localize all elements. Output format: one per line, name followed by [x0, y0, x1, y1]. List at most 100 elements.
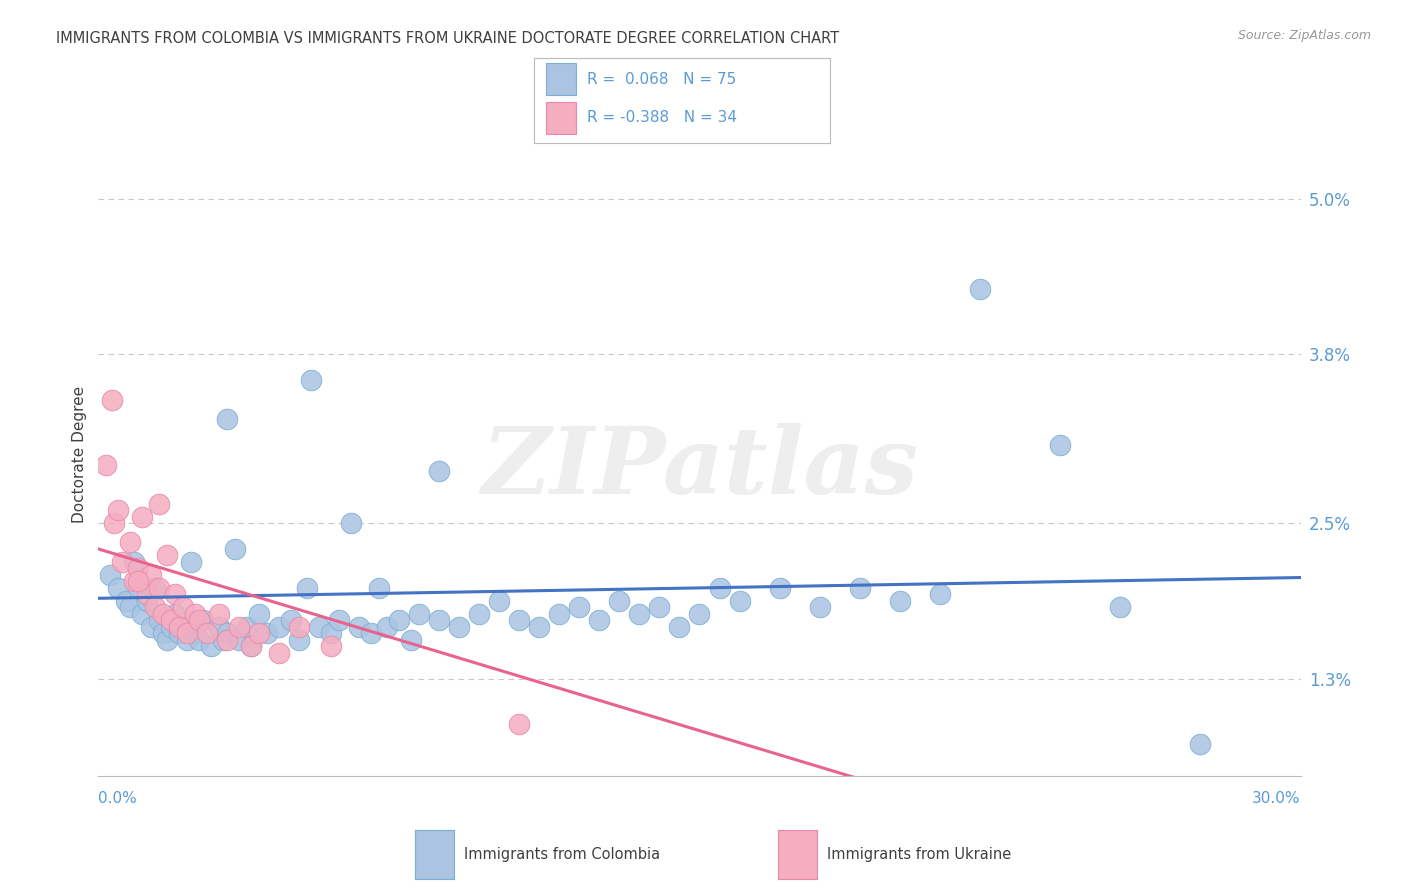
- Point: [808, 600, 831, 615]
- Point: [247, 607, 270, 621]
- Point: [709, 581, 731, 595]
- Point: [159, 613, 181, 627]
- Point: [287, 632, 309, 647]
- Point: [135, 594, 157, 608]
- Point: [115, 594, 138, 608]
- Point: [768, 581, 790, 595]
- Point: [124, 574, 146, 589]
- Point: [152, 607, 174, 621]
- Point: [969, 283, 991, 297]
- Point: [128, 561, 150, 575]
- Point: [163, 587, 186, 601]
- Point: [148, 581, 170, 595]
- Point: [228, 620, 250, 634]
- Point: [588, 613, 610, 627]
- Text: Source: ZipAtlas.com: Source: ZipAtlas.com: [1237, 29, 1371, 42]
- Point: [172, 600, 194, 615]
- Point: [889, 594, 911, 608]
- Point: [239, 640, 262, 654]
- Text: 0.0%: 0.0%: [98, 791, 138, 805]
- Point: [200, 640, 222, 654]
- Point: [648, 600, 671, 615]
- Point: [143, 581, 166, 595]
- Point: [176, 632, 198, 647]
- Point: [107, 503, 129, 517]
- Point: [155, 632, 177, 647]
- Point: [347, 620, 370, 634]
- Point: [135, 587, 157, 601]
- Point: [239, 640, 262, 654]
- Point: [120, 535, 142, 549]
- Point: [319, 626, 342, 640]
- Point: [172, 620, 194, 634]
- Point: [368, 581, 391, 595]
- Text: IMMIGRANTS FROM COLOMBIA VS IMMIGRANTS FROM UKRAINE DOCTORATE DEGREE CORRELATION: IMMIGRANTS FROM COLOMBIA VS IMMIGRANTS F…: [56, 31, 839, 46]
- Point: [256, 626, 278, 640]
- Point: [131, 607, 153, 621]
- Point: [183, 607, 205, 621]
- Point: [167, 620, 190, 634]
- FancyBboxPatch shape: [546, 102, 575, 134]
- Text: R = -0.388   N = 34: R = -0.388 N = 34: [588, 110, 737, 125]
- Point: [849, 581, 872, 595]
- Point: [176, 626, 198, 640]
- Point: [107, 581, 129, 595]
- Point: [148, 497, 170, 511]
- Point: [139, 620, 162, 634]
- Text: Immigrants from Ukraine: Immigrants from Ukraine: [827, 847, 1011, 862]
- Point: [235, 620, 257, 634]
- Point: [295, 581, 318, 595]
- Point: [508, 717, 530, 731]
- Point: [103, 516, 125, 530]
- Point: [929, 587, 952, 601]
- Y-axis label: Doctorate Degree: Doctorate Degree: [72, 386, 87, 524]
- Point: [299, 373, 322, 387]
- Point: [468, 607, 491, 621]
- Point: [111, 555, 134, 569]
- Point: [131, 509, 153, 524]
- Point: [208, 607, 231, 621]
- Point: [215, 632, 238, 647]
- Point: [447, 620, 470, 634]
- Point: [688, 607, 710, 621]
- Point: [427, 613, 450, 627]
- Point: [319, 640, 342, 654]
- FancyBboxPatch shape: [546, 63, 575, 95]
- Point: [187, 632, 209, 647]
- Point: [148, 613, 170, 627]
- Point: [388, 613, 411, 627]
- Point: [215, 412, 238, 426]
- Point: [529, 620, 551, 634]
- Point: [191, 613, 214, 627]
- Point: [152, 626, 174, 640]
- Point: [399, 632, 422, 647]
- Point: [96, 458, 118, 472]
- Point: [408, 607, 430, 621]
- Point: [628, 607, 651, 621]
- Point: [208, 620, 231, 634]
- Point: [155, 549, 177, 563]
- Point: [128, 574, 150, 589]
- Point: [100, 568, 122, 582]
- Point: [328, 613, 350, 627]
- Text: 30.0%: 30.0%: [1253, 791, 1301, 805]
- Point: [195, 626, 218, 640]
- Point: [488, 594, 510, 608]
- Point: [224, 541, 246, 556]
- Point: [228, 632, 250, 647]
- Text: Immigrants from Colombia: Immigrants from Colombia: [464, 847, 659, 862]
- Point: [247, 626, 270, 640]
- Point: [267, 620, 290, 634]
- Point: [167, 626, 190, 640]
- Point: [375, 620, 398, 634]
- Text: R =  0.068   N = 75: R = 0.068 N = 75: [588, 71, 737, 87]
- Point: [1189, 737, 1212, 751]
- Point: [143, 600, 166, 615]
- Point: [360, 626, 382, 640]
- Point: [609, 594, 631, 608]
- Point: [128, 581, 150, 595]
- Point: [180, 555, 202, 569]
- Point: [159, 620, 181, 634]
- Point: [668, 620, 690, 634]
- Point: [120, 600, 142, 615]
